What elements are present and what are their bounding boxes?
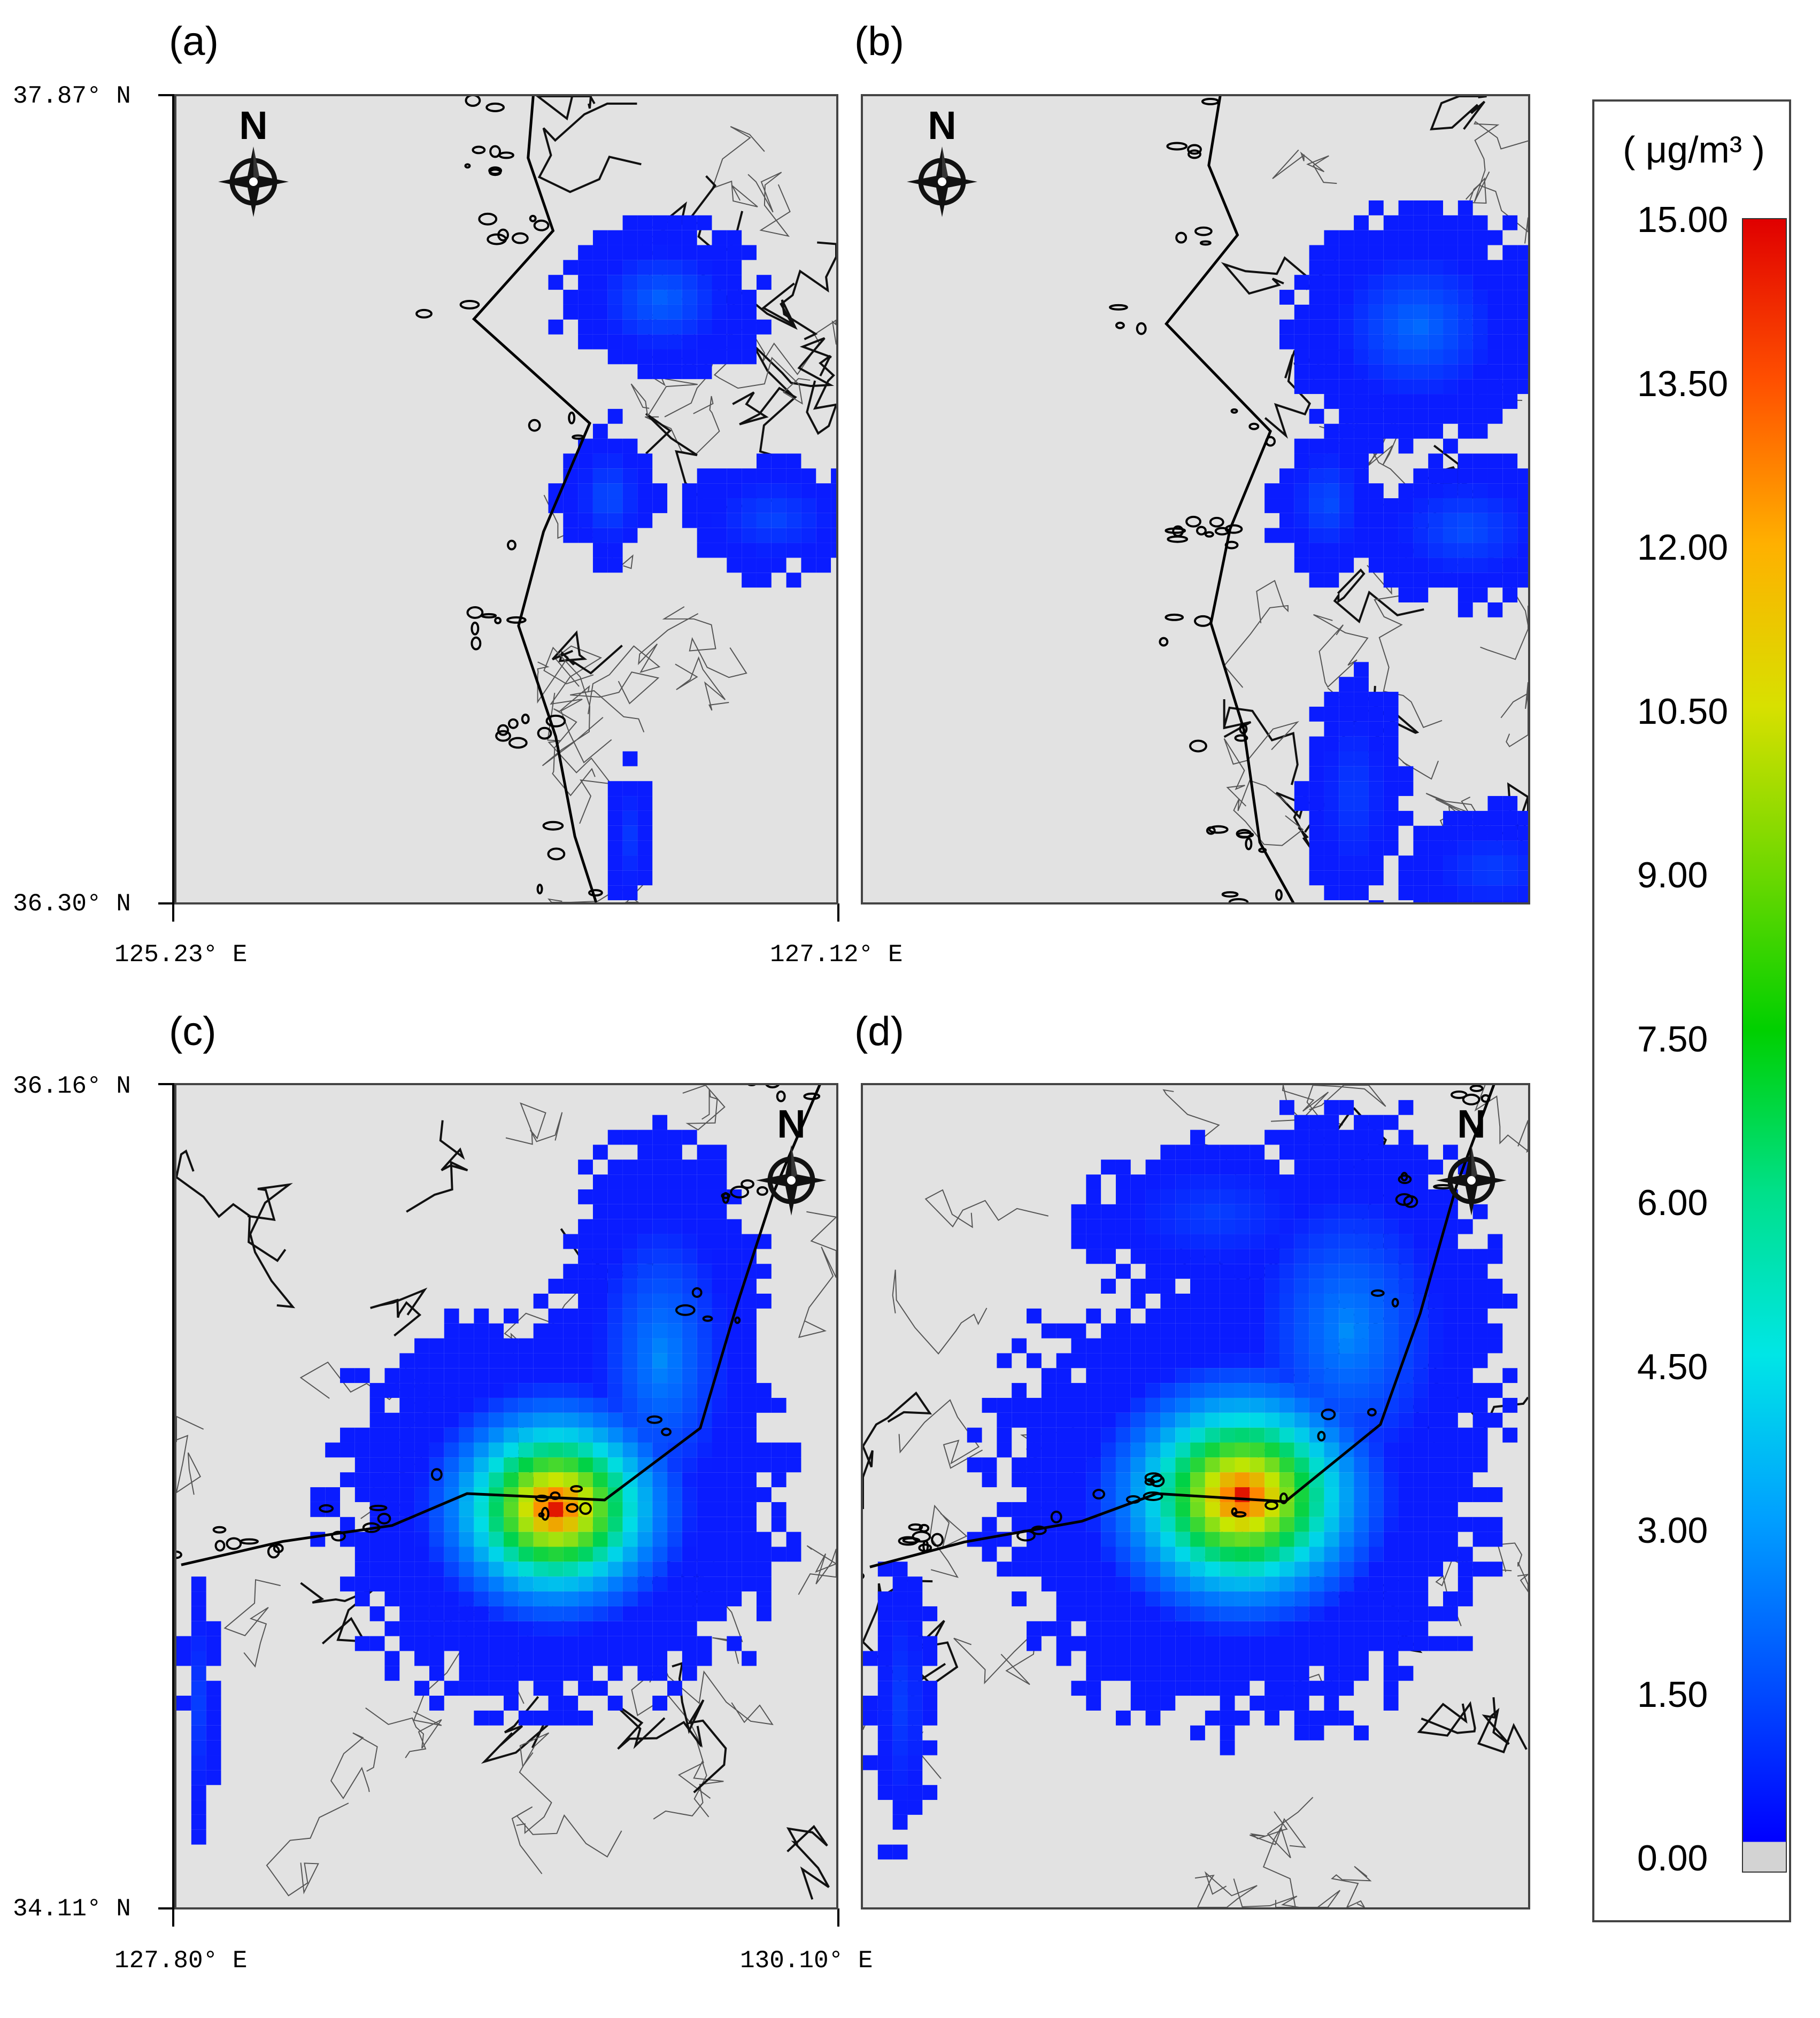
panel-label-d: (d) [854, 1009, 904, 1054]
lat-top-label-top-row: 37.87° N [13, 82, 131, 110]
axis-left-bottom-row [172, 1083, 174, 1909]
lon-left-label-bottom-row: 127.80° E [114, 1947, 248, 1975]
tick-lon-left-a [172, 903, 174, 922]
map-svg-c [176, 1085, 836, 1900]
tick-lat-top-c [158, 1083, 174, 1085]
lat-bottom-label-top-row: 36.30° N [13, 890, 131, 918]
tick-lon-right-a [837, 903, 839, 922]
map-panel-c [174, 1083, 838, 1909]
coastline [415, 96, 603, 902]
legend-tick-label: 10.50 [1637, 691, 1729, 732]
map-svg-a [415, 96, 836, 902]
legend-unit: ( μg/m³ ) [1623, 129, 1765, 171]
compass-rose-icon [218, 146, 289, 217]
coastline [1109, 96, 1295, 902]
lat-bottom-label-bottom-row: 34.11° N [13, 1895, 131, 1923]
lon-left-label-top-row: 125.23° E [114, 941, 248, 969]
north-letter: N [239, 103, 268, 148]
north-arrow-a: N [216, 103, 291, 217]
tick-lat-top-a [158, 94, 174, 96]
legend-tick-label: 12.00 [1637, 527, 1729, 568]
tick-lat-bottom-a [158, 902, 174, 904]
legend-tick-label: 9.00 [1637, 855, 1708, 895]
legend-tick-label: 15.00 [1637, 199, 1729, 240]
north-letter: N [1457, 1102, 1486, 1146]
legend-color-bar [1742, 218, 1787, 1873]
lat-top-label-bottom-row: 36.16° N [13, 1072, 131, 1100]
coastline [176, 1085, 821, 1566]
compass-rose-icon [1436, 1145, 1507, 1216]
compass-rose-icon [756, 1145, 827, 1216]
map-panel-a [174, 94, 838, 904]
map-svg-d [863, 1085, 1528, 1907]
panel-label-a: (a) [169, 19, 219, 64]
north-arrow-d: N [1434, 1101, 1509, 1216]
panel-label-b: (b) [854, 19, 904, 64]
north-letter: N [928, 103, 957, 148]
compass-rose-icon [907, 146, 977, 217]
concentration-cells [176, 1115, 801, 1845]
panel-label-c: (c) [169, 1009, 217, 1054]
legend-tick-label: 6.00 [1637, 1182, 1708, 1223]
tick-lon-left-c [172, 1908, 174, 1927]
concentration-cells [1264, 200, 1528, 902]
coastline [863, 1085, 1495, 1579]
north-arrow-b: N [905, 103, 980, 217]
map-panel-d [861, 1083, 1530, 1909]
lon-right-label-bottom-row: 130.10° E [740, 1947, 873, 1975]
concentration-cells [548, 215, 836, 901]
legend-tick-label: 0.00 [1637, 1838, 1708, 1878]
tick-lon-right-c [837, 1908, 839, 1927]
map-panel-b [861, 94, 1530, 904]
legend-tick-label: 1.50 [1637, 1674, 1708, 1715]
legend-tick-label: 13.50 [1637, 363, 1729, 404]
legend-tick-label: 4.50 [1637, 1346, 1708, 1387]
tick-lat-bottom-c [158, 1907, 174, 1909]
map-svg-b [1109, 96, 1528, 902]
north-letter: N [777, 1102, 806, 1146]
legend-tick-label: 7.50 [1637, 1018, 1708, 1060]
axis-left-top-row [172, 94, 174, 904]
color-legend: ( μg/m³ ) 15.00 13.50 12.00 10.50 9.00 7.50 6.… [1592, 99, 1791, 1922]
north-arrow-c: N [754, 1101, 829, 1216]
concentration-cells [863, 1100, 1518, 1860]
lon-right-label-top-row: 127.12° E [770, 941, 903, 969]
legend-tick-label: 3.00 [1637, 1510, 1708, 1551]
